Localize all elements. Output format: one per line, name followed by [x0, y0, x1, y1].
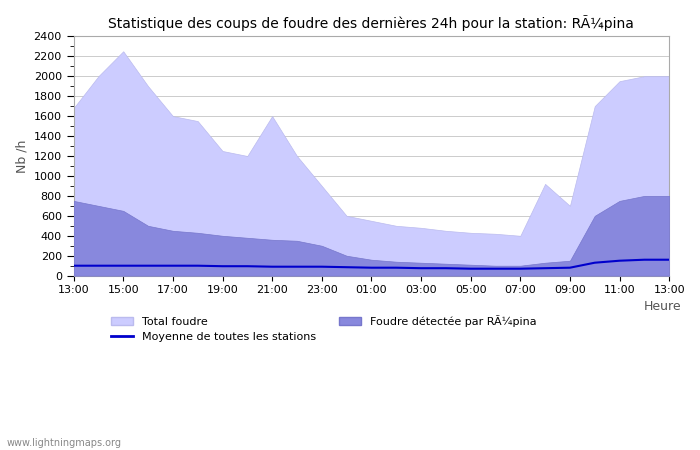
- X-axis label: Heure: Heure: [643, 300, 681, 313]
- Title: Statistique des coups de foudre des dernières 24h pour la station: RÃ¼pina: Statistique des coups de foudre des dern…: [108, 15, 634, 31]
- Text: www.lightningmaps.org: www.lightningmaps.org: [7, 437, 122, 447]
- Y-axis label: Nb /h: Nb /h: [15, 140, 28, 173]
- Legend: Total foudre, Moyenne de toutes les stations, Foudre détectée par RÃ¼pina: Total foudre, Moyenne de toutes les stat…: [106, 310, 541, 346]
